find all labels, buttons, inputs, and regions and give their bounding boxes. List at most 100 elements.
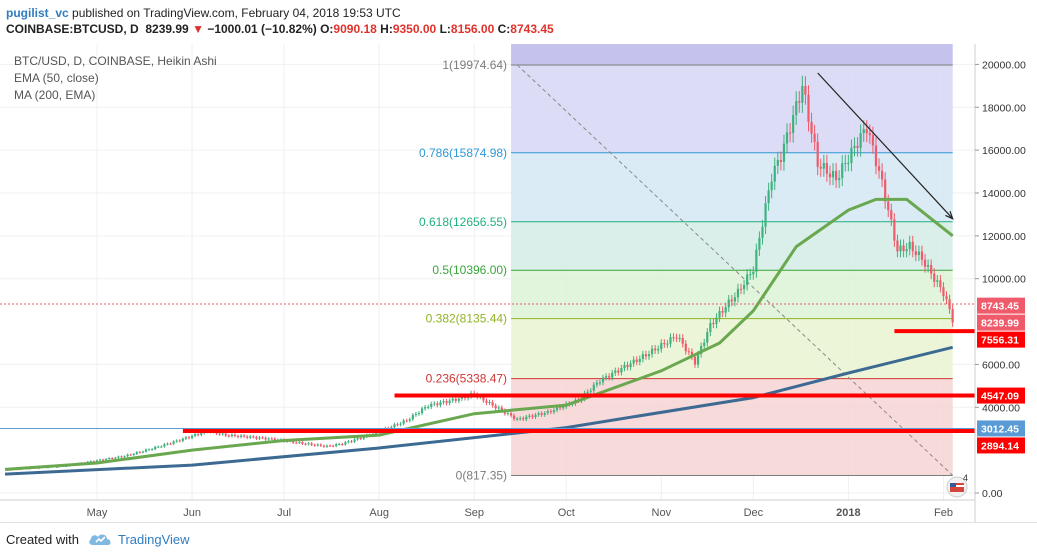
candle-body bbox=[923, 259, 927, 267]
candle-body bbox=[362, 436, 365, 439]
candle-body bbox=[224, 433, 227, 436]
time-tick-label: Aug bbox=[369, 507, 389, 519]
price-chart[interactable]: 1(19974.64) 0.786(15874.98) 0.618(12656.55… bbox=[0, 44, 1037, 522]
fib-zone bbox=[511, 64, 953, 153]
price-tick-label: 0.00 bbox=[982, 488, 1003, 500]
candle-body bbox=[601, 377, 605, 383]
candle-body bbox=[838, 178, 841, 181]
price-label: 7556.31 bbox=[981, 335, 1019, 347]
candle-body bbox=[500, 407, 503, 411]
candle-body bbox=[120, 456, 123, 458]
flag-icon[interactable]: 4 bbox=[946, 473, 968, 498]
low-value: 8156.00 bbox=[450, 22, 495, 36]
candle-body bbox=[408, 419, 411, 421]
candle-body bbox=[227, 435, 230, 437]
price-label-box bbox=[977, 437, 1025, 454]
candle-body bbox=[687, 351, 690, 353]
candle-body bbox=[135, 452, 138, 454]
legend-ema[interactable]: EMA (50, close) bbox=[14, 71, 99, 85]
candle-body bbox=[617, 370, 620, 373]
candle-body bbox=[516, 418, 519, 420]
candle-body bbox=[779, 160, 782, 162]
price-label-box bbox=[977, 297, 1025, 314]
candle-body bbox=[405, 420, 408, 422]
candle-body bbox=[95, 460, 99, 462]
candle-body bbox=[558, 407, 562, 409]
symbol-label: COINBASE:BTCUSD, D bbox=[6, 22, 139, 36]
candle-body bbox=[92, 461, 95, 463]
candle-body bbox=[712, 322, 715, 324]
fib-zone bbox=[511, 318, 953, 379]
candle-body bbox=[660, 342, 663, 350]
candle-body bbox=[335, 444, 338, 447]
candle-body bbox=[761, 226, 764, 238]
fib-zone bbox=[511, 152, 953, 222]
candle-body bbox=[233, 434, 237, 436]
candle-body bbox=[488, 401, 491, 403]
close-value: 8743.45 bbox=[510, 22, 554, 36]
candle-body bbox=[114, 457, 117, 459]
candle-body bbox=[187, 437, 191, 439]
candle-body bbox=[598, 382, 602, 384]
candle-body bbox=[200, 433, 203, 435]
candle-body bbox=[399, 423, 402, 425]
tradingview-logo-icon[interactable] bbox=[88, 531, 114, 547]
candle-body bbox=[865, 129, 868, 134]
candle-body bbox=[230, 434, 233, 437]
candle-body bbox=[914, 251, 917, 256]
candle-body bbox=[669, 337, 672, 344]
candle-body bbox=[638, 358, 641, 362]
candle-body bbox=[221, 433, 224, 435]
candle-body bbox=[896, 240, 899, 252]
legend-ma[interactable]: MA (200, EMA) bbox=[14, 88, 95, 102]
candle-body bbox=[905, 249, 908, 252]
candle-body bbox=[172, 441, 175, 444]
candle-body bbox=[795, 101, 798, 116]
tradingview-brand[interactable]: TradingView bbox=[118, 532, 190, 547]
candle-body bbox=[485, 400, 488, 403]
candle-body bbox=[819, 166, 822, 169]
candle-body bbox=[801, 86, 804, 103]
candle-body bbox=[884, 179, 887, 202]
candle-body bbox=[816, 141, 819, 167]
candle-body bbox=[951, 309, 954, 323]
trend-lines[interactable] bbox=[817, 72, 954, 220]
candle-body bbox=[908, 241, 911, 250]
candle-body bbox=[184, 437, 187, 439]
price-tick-label: 14000.00 bbox=[982, 188, 1026, 200]
candle-body bbox=[614, 370, 617, 373]
candle-body bbox=[700, 346, 703, 355]
support-lines[interactable] bbox=[0, 329, 975, 433]
candle-body bbox=[190, 435, 194, 438]
candle-body bbox=[899, 245, 902, 252]
candle-body bbox=[874, 145, 878, 167]
candle-body bbox=[252, 436, 255, 438]
candle-body bbox=[163, 444, 166, 447]
candle-body bbox=[519, 418, 522, 420]
candle-body bbox=[218, 433, 221, 435]
price-label: 2894.14 bbox=[981, 440, 1019, 452]
candle-body bbox=[169, 443, 172, 445]
candle-body bbox=[264, 437, 267, 440]
price-label: 8239.99 bbox=[981, 318, 1019, 330]
candle-body bbox=[850, 147, 853, 163]
candle-body bbox=[414, 413, 418, 415]
candle-body bbox=[129, 454, 132, 456]
candle-body bbox=[641, 354, 644, 359]
time-tick-label: Dec bbox=[744, 507, 764, 519]
candle-body bbox=[341, 444, 344, 446]
fib-zone bbox=[511, 221, 953, 271]
candle-body bbox=[151, 449, 154, 451]
price-tick-label: 20000.00 bbox=[982, 59, 1026, 71]
fib-retracement[interactable]: 1(19974.64) 0.786(15874.98) 0.618(12656.55… bbox=[419, 44, 954, 482]
candle-body bbox=[531, 415, 534, 418]
candle-body bbox=[497, 407, 500, 409]
candle-body bbox=[764, 203, 767, 227]
open-value: 9090.18 bbox=[333, 22, 377, 36]
legend: BTC/USD, D, COINBASE, Heikin Ashi EMA (5… bbox=[14, 54, 217, 102]
candle-body bbox=[828, 173, 832, 178]
trend-line[interactable] bbox=[817, 72, 954, 220]
candle-body bbox=[141, 451, 145, 453]
author-name[interactable]: pugilist_vc bbox=[6, 6, 69, 20]
candle-body bbox=[430, 403, 433, 407]
